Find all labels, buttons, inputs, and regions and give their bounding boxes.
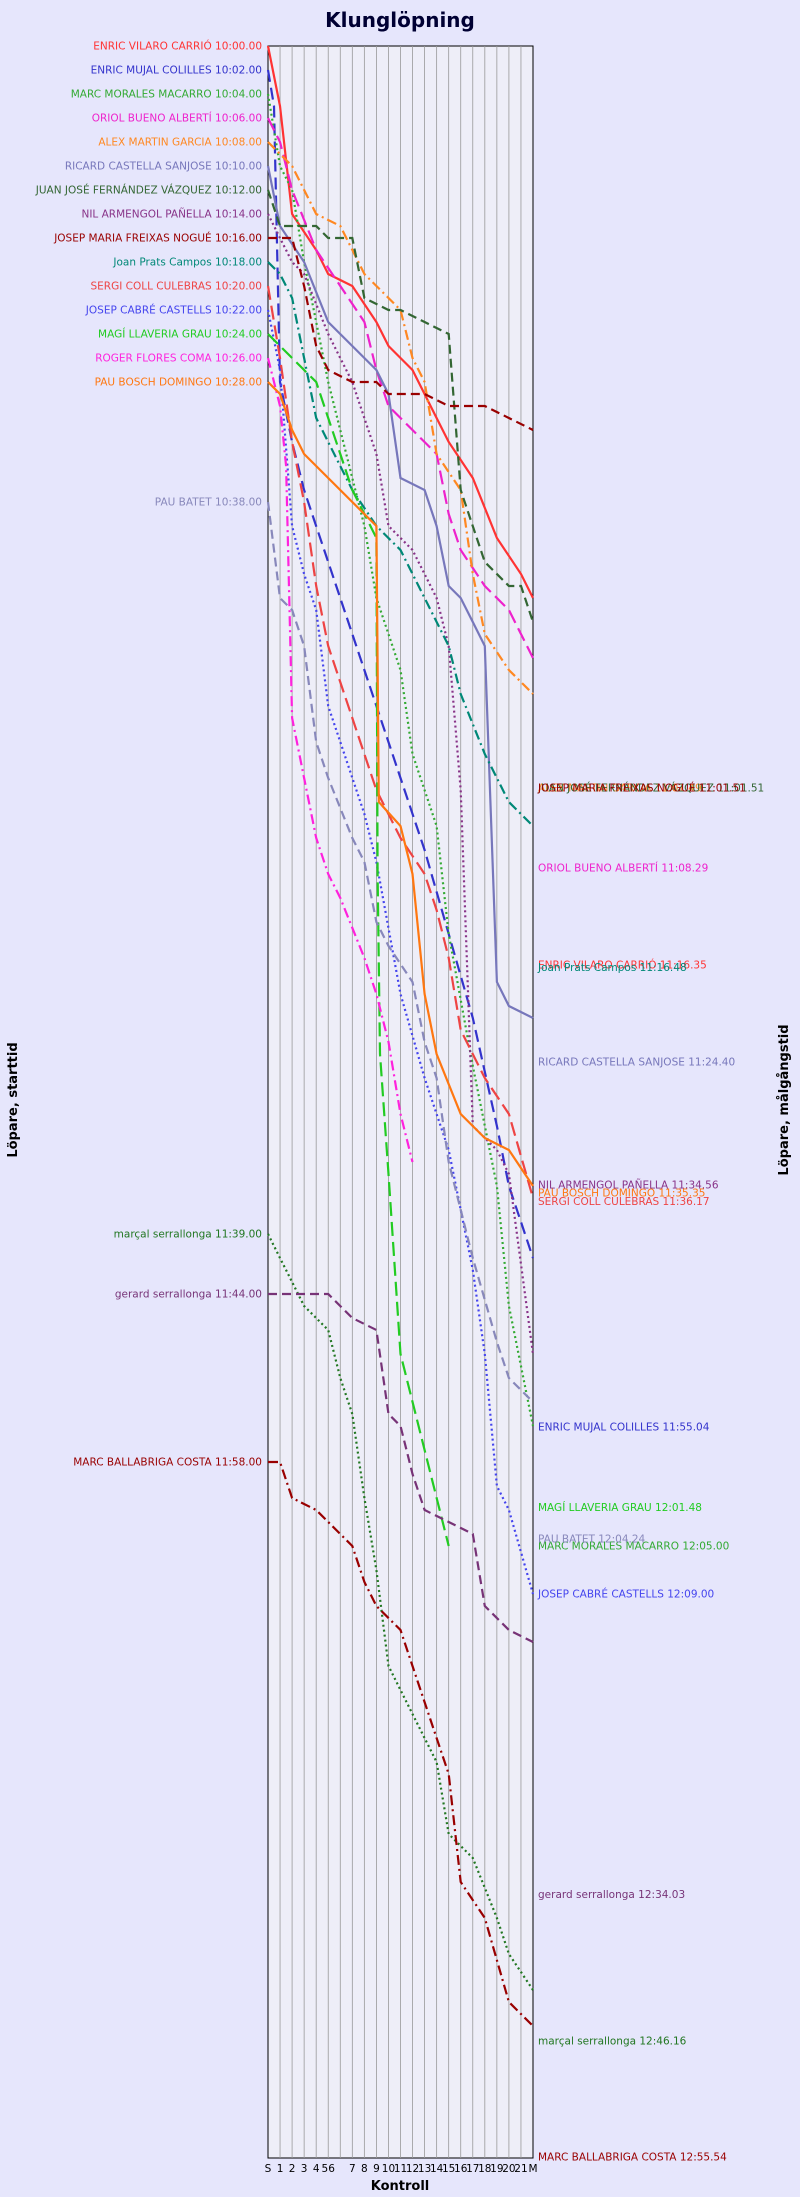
x-tick-label: 2 bbox=[289, 2163, 296, 2175]
finish-label: marçal serrallonga 12:46.16 bbox=[538, 2036, 687, 2048]
x-tick-label: 9 bbox=[373, 2163, 380, 2175]
start-label: PAU BATET 10:38.00 bbox=[155, 497, 262, 509]
start-label: Joan Prats Campos 10:18.00 bbox=[112, 257, 262, 269]
x-tick-label: 19 bbox=[490, 2163, 503, 2175]
finish-label: PAU BATET 12:04.24 bbox=[538, 1533, 646, 1545]
finish-label: SERGI COLL CULEBRAS 11:36.17 bbox=[538, 1196, 710, 1208]
finish-label: JUAN JOSÉ FERNÁNDEZ VÁZQUEZ 11:01.51 bbox=[537, 782, 764, 795]
finish-label: ALEX MARTIN GARCIA 11:01.49 bbox=[538, 782, 702, 794]
x-tick-label: 8 bbox=[361, 2163, 368, 2175]
x-tick-label: 17 bbox=[466, 2163, 479, 2175]
finish-labels: ENRIC VILARO CARRIÓ 11:16.35 ENRIC MUJAL … bbox=[537, 782, 764, 2164]
start-labels: ENRIC VILARO CARRIÓ 10:00.00 ENRIC MUJAL … bbox=[35, 40, 262, 1469]
x-tick-label: 12 bbox=[406, 2163, 419, 2175]
x-tick-label: S bbox=[265, 2163, 272, 2175]
runner-line bbox=[268, 236, 534, 431]
x-tick-label: 11 bbox=[394, 2163, 407, 2175]
start-label: ENRIC MUJAL COLILLES 10:02.00 bbox=[91, 65, 262, 77]
runner-line bbox=[266, 165, 534, 1019]
finish-label: JOSEP MARIA FREIXAS NOGUÉ 11:01.51 bbox=[537, 782, 746, 795]
x-tick-label: 7 bbox=[349, 2163, 356, 2175]
start-label: RICARD CASTELLA SANJOSE 10:10.00 bbox=[65, 161, 262, 173]
x-tick-label: 13 bbox=[418, 2163, 431, 2175]
start-label: PAU BOSCH DOMINGO 10:28.00 bbox=[95, 377, 262, 389]
x-tick-label: 14 bbox=[430, 2163, 444, 2175]
x-tick-label: 20 bbox=[502, 2163, 515, 2175]
x-tick-label: 21 bbox=[514, 2163, 527, 2175]
x-tick-label: 15 bbox=[442, 2163, 455, 2175]
x-tick-label: 56 bbox=[322, 2163, 336, 2175]
grid bbox=[279, 46, 522, 2158]
start-label: NIL ARMENGOL PAÑELLA 10:14.00 bbox=[81, 208, 262, 221]
start-label: ROGER FLORES COMA 10:26.00 bbox=[95, 353, 262, 365]
x-tick-label: 3 bbox=[301, 2163, 308, 2175]
runner-line bbox=[267, 1233, 534, 1991]
runner-line bbox=[266, 501, 534, 1403]
finish-label: JOSEP CABRÉ CASTELLS 12:09.00 bbox=[537, 1588, 714, 1601]
x-tick-label: 1 bbox=[277, 2163, 284, 2175]
runner-line bbox=[267, 117, 534, 659]
finish-label: gerard serrallonga 12:34.03 bbox=[538, 1889, 685, 1901]
series-lines bbox=[266, 45, 535, 2027]
start-label: JOSEP MARIA FREIXAS NOGUÉ 10:16.00 bbox=[53, 232, 262, 245]
x-tick-label: 16 bbox=[454, 2163, 468, 2175]
finish-label: ENRIC VILARO CARRIÓ 11:16.35 bbox=[538, 959, 707, 972]
finish-label: PAU BOSCH DOMINGO 11:35.35 bbox=[538, 1188, 705, 1200]
x-tick-label: 10 bbox=[382, 2163, 395, 2175]
x-tick-label: 18 bbox=[478, 2163, 491, 2175]
start-label: ENRIC VILARO CARRIÓ 10:00.00 bbox=[93, 40, 262, 53]
x-tick-label: 4 bbox=[313, 2163, 320, 2175]
finish-label: ENRIC MUJAL COLILLES 11:55.04 bbox=[538, 1421, 710, 1433]
chart-title: Klunglöpning bbox=[325, 8, 475, 32]
x-tick-label: M bbox=[528, 2163, 537, 2175]
start-label: JUAN JOSÉ FERNÁNDEZ VÁZQUEZ 10:12.00 bbox=[35, 184, 262, 197]
runner-line bbox=[266, 189, 535, 623]
runner-line bbox=[268, 1460, 534, 2027]
start-label: MARC MORALES MACARRO 10:04.00 bbox=[71, 89, 262, 101]
runner-line bbox=[266, 357, 414, 1163]
start-label: MAGÍ LLAVERIA GRAU 10:24.00 bbox=[98, 328, 262, 341]
runner-line bbox=[267, 141, 534, 695]
runner-line bbox=[267, 381, 534, 1187]
runner-line bbox=[268, 1292, 534, 1643]
y-axis-title-left: Löpare, starttid bbox=[6, 1042, 21, 1157]
x-axis-title: Kontroll bbox=[371, 2179, 430, 2194]
runner-line bbox=[267, 261, 534, 827]
finish-label: MARC MORALES MACARRO 12:05.00 bbox=[538, 1541, 729, 1553]
start-label: ALEX MARTIN GARCIA 10:08.00 bbox=[98, 137, 262, 149]
finish-label: NIL ARMENGOL PAÑELLA 11:34.56 bbox=[538, 1179, 719, 1192]
finish-label: RICARD CASTELLA SANJOSE 11:24.40 bbox=[538, 1057, 735, 1069]
finish-label: ORIOL BUENO ALBERTÍ 11:08.29 bbox=[538, 861, 708, 874]
start-label: ORIOL BUENO ALBERTÍ 10:06.00 bbox=[92, 112, 262, 125]
start-label: MARC BALLABRIGA COSTA 11:58.00 bbox=[73, 1457, 262, 1469]
y-axis-title-right: Löpare, målgångstid bbox=[777, 1024, 792, 1175]
start-label: JOSEP CABRÉ CASTELLS 10:22.00 bbox=[85, 304, 262, 317]
finish-label: Joan Prats Campos 11:16.48 bbox=[537, 962, 687, 974]
finish-label: MAGÍ LLAVERIA GRAU 12:01.48 bbox=[538, 1501, 702, 1514]
runner-line bbox=[267, 333, 450, 1547]
finish-label: MARC BALLABRIGA COSTA 12:55.54 bbox=[538, 2151, 727, 2163]
start-label: SERGI COLL CULEBRAS 10:20.00 bbox=[90, 281, 262, 293]
start-label: marçal serrallonga 11:39.00 bbox=[114, 1229, 262, 1241]
start-label: gerard serrallonga 11:44.00 bbox=[115, 1289, 262, 1301]
